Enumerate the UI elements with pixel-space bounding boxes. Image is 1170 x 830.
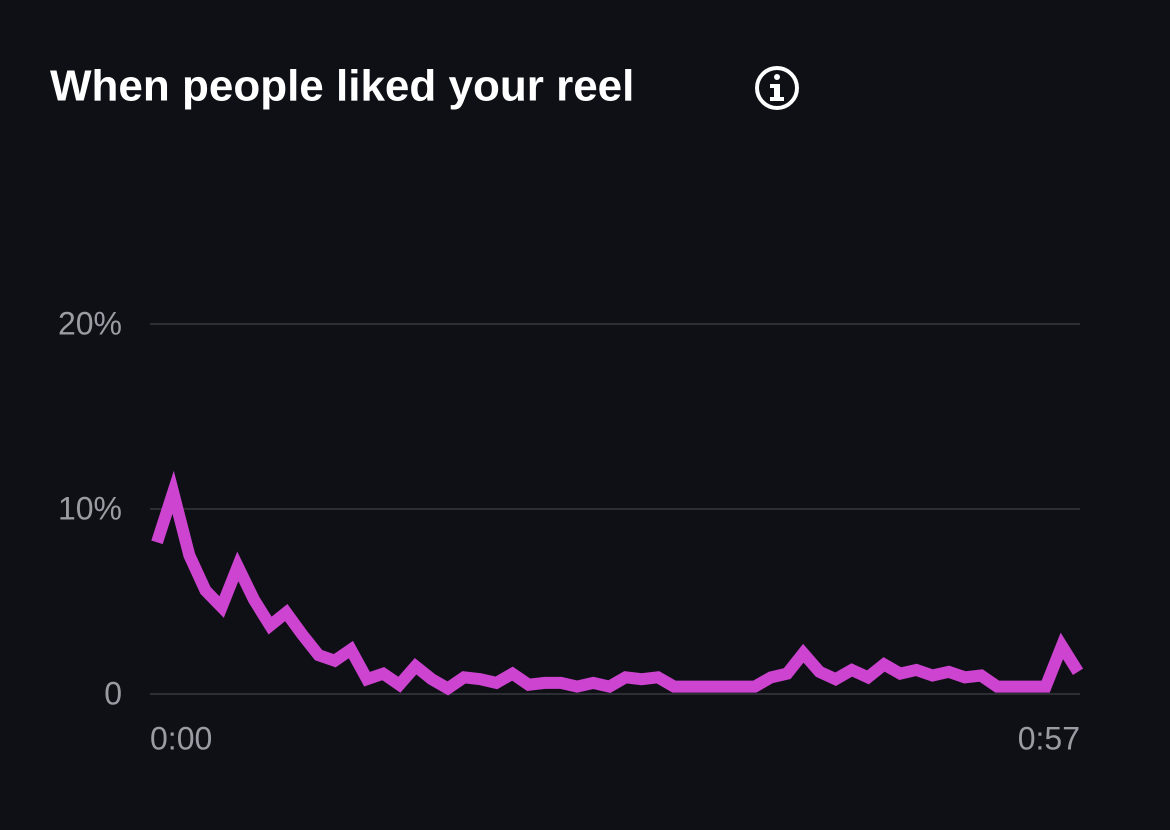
- x-tick-label: 0:00: [150, 720, 212, 756]
- info-icon[interactable]: [755, 66, 799, 110]
- y-tick-label: 0: [104, 675, 122, 711]
- x-tick-label: 0:57: [1018, 720, 1080, 756]
- y-tick-label: 20%: [58, 305, 122, 341]
- y-tick-label: 10%: [58, 490, 122, 526]
- line: [151, 470, 1084, 696]
- chart-title: When people liked your reel: [50, 62, 634, 111]
